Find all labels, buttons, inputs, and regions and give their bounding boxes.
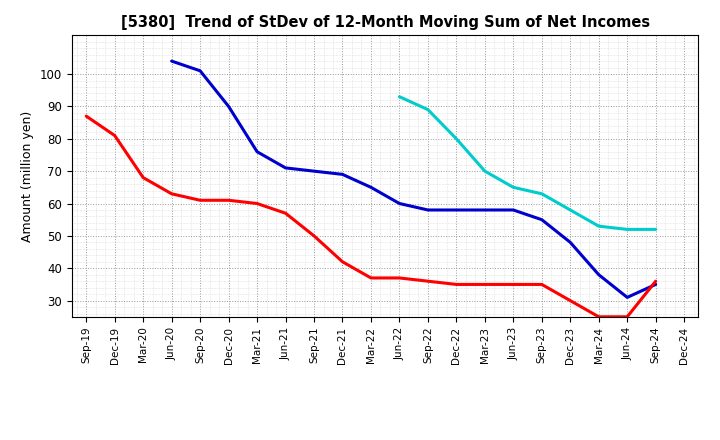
3 Years (595, 314, 603, 319)
7 Years (480, 169, 489, 174)
5 Years (225, 104, 233, 109)
Line: 7 Years: 7 Years (400, 97, 656, 229)
5 Years (423, 207, 432, 213)
5 Years (253, 149, 261, 154)
3 Years (196, 198, 204, 203)
3 Years (652, 279, 660, 284)
7 Years (452, 136, 461, 141)
7 Years (395, 94, 404, 99)
7 Years (652, 227, 660, 232)
5 Years (595, 272, 603, 277)
5 Years (452, 207, 461, 213)
5 Years (395, 201, 404, 206)
3 Years (82, 114, 91, 119)
3 Years (480, 282, 489, 287)
Title: [5380]  Trend of StDev of 12-Month Moving Sum of Net Incomes: [5380] Trend of StDev of 12-Month Moving… (121, 15, 649, 30)
3 Years (509, 282, 518, 287)
3 Years (167, 191, 176, 196)
3 Years (253, 201, 261, 206)
5 Years (366, 185, 375, 190)
5 Years (196, 68, 204, 73)
5 Years (566, 240, 575, 245)
3 Years (110, 133, 119, 138)
7 Years (566, 207, 575, 213)
3 Years (139, 175, 148, 180)
5 Years (623, 295, 631, 300)
3 Years (452, 282, 461, 287)
5 Years (338, 172, 347, 177)
3 Years (225, 198, 233, 203)
Y-axis label: Amount (million yen): Amount (million yen) (22, 110, 35, 242)
5 Years (480, 207, 489, 213)
5 Years (509, 207, 518, 213)
7 Years (623, 227, 631, 232)
5 Years (537, 217, 546, 222)
3 Years (366, 275, 375, 281)
3 Years (395, 275, 404, 281)
Line: 3 Years: 3 Years (86, 116, 656, 317)
5 Years (282, 165, 290, 171)
Line: 5 Years: 5 Years (171, 61, 656, 297)
7 Years (595, 224, 603, 229)
7 Years (509, 185, 518, 190)
3 Years (623, 314, 631, 319)
7 Years (537, 191, 546, 196)
3 Years (310, 233, 318, 238)
3 Years (282, 211, 290, 216)
7 Years (423, 107, 432, 112)
5 Years (310, 169, 318, 174)
3 Years (338, 259, 347, 264)
5 Years (652, 282, 660, 287)
3 Years (423, 279, 432, 284)
3 Years (537, 282, 546, 287)
5 Years (167, 59, 176, 64)
3 Years (566, 298, 575, 303)
